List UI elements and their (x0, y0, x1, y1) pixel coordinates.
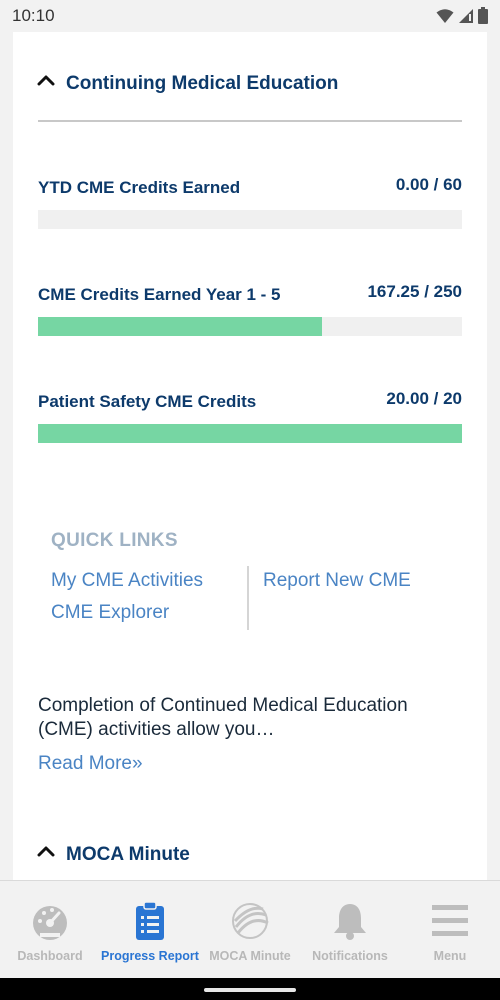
metric-value: 20.00 / 20 (386, 389, 462, 408)
status-bar: 10:10 (0, 0, 500, 32)
metric-label: CME Credits Earned Year 1 - 5 (38, 285, 281, 304)
bell-icon (334, 904, 366, 940)
moca-logo-icon (232, 903, 269, 939)
bottom-nav: Dashboard Progress Report MOCA Minute N (0, 880, 500, 978)
battery-icon (478, 7, 488, 24)
quick-links-separator (247, 566, 249, 630)
metric-label: Patient Safety CME Credits (38, 392, 257, 411)
nav-label: Menu (433, 949, 467, 963)
link-report-new-cme[interactable]: Report New CME (263, 570, 411, 591)
system-nav-bar (0, 978, 500, 1000)
read-more-link[interactable]: Read More» (38, 753, 143, 774)
nav-label: MOCA Minute (209, 949, 291, 963)
link-my-cme-activities[interactable]: My CME Activities (51, 570, 204, 591)
nav-label: Notifications (312, 949, 388, 963)
section-divider (38, 120, 462, 122)
progress-fill (38, 317, 322, 336)
link-cme-explorer[interactable]: CME Explorer (51, 602, 170, 623)
metric-value: 0.00 / 60 (395, 175, 462, 194)
progress-fill (38, 424, 462, 443)
wifi-icon (436, 8, 454, 23)
cme-description: Completion of Continued Medical Educatio… (38, 695, 408, 740)
metric-value: 167.25 / 250 (367, 282, 462, 301)
signal-icon (459, 8, 473, 23)
clipboard-icon (136, 901, 164, 940)
chevron-up-icon (37, 75, 55, 86)
status-icons (436, 7, 488, 24)
nav-notifications[interactable]: Notifications (300, 881, 400, 979)
cme-section-title: Continuing Medical Education (66, 73, 339, 94)
nav-menu[interactable]: Menu (400, 881, 500, 979)
chevron-up-icon (37, 846, 55, 857)
speedometer-icon (33, 906, 67, 940)
status-time: 10:10 (12, 6, 55, 25)
nav-label: Progress Report (101, 949, 199, 963)
moca-section-title: MOCA Minute (66, 844, 190, 865)
hamburger-icon (432, 905, 468, 936)
home-gesture-pill[interactable] (204, 988, 296, 992)
cme-section-header[interactable]: Continuing Medical Education (13, 65, 487, 105)
quick-links-title: QUICK LINKS (51, 530, 178, 551)
progress-bar (38, 424, 462, 443)
nav-dashboard[interactable]: Dashboard (0, 881, 100, 979)
metric-label: YTD CME Credits Earned (38, 178, 241, 197)
nav-progress-report[interactable]: Progress Report (100, 881, 200, 979)
moca-section-header[interactable]: MOCA Minute (13, 836, 487, 876)
nav-moca-minute[interactable]: MOCA Minute (200, 881, 300, 979)
progress-bar (38, 317, 462, 336)
nav-label: Dashboard (17, 949, 83, 963)
cme-card: Continuing Medical Education YTD CME Cre… (13, 32, 487, 882)
progress-bar (38, 210, 462, 229)
